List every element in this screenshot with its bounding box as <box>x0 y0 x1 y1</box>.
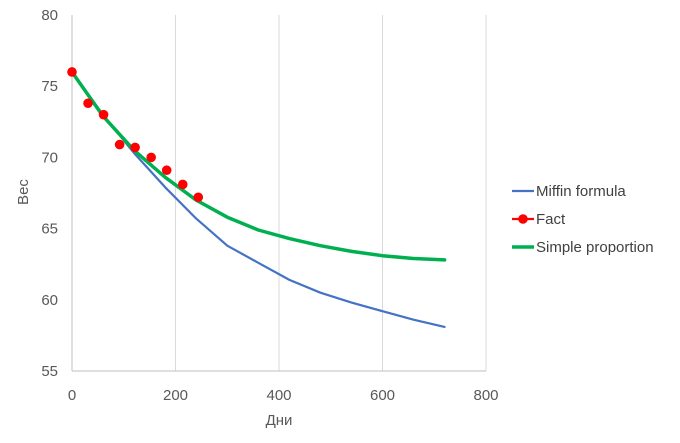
legend-label-simple-proportion: Simple proportion <box>536 239 654 256</box>
data-point-fact <box>98 109 109 120</box>
y-tick-label: 60 <box>41 292 58 309</box>
data-point-fact <box>193 192 204 203</box>
legend-label-miffin-formula: Miffin formula <box>536 183 626 200</box>
y-tick-labels: 55 60 65 70 75 80 <box>41 7 58 380</box>
legend: Miffin formula Fact Simple proportion <box>512 183 654 256</box>
legend-label-fact: Fact <box>536 211 566 228</box>
x-tick-labels: 0 200 400 600 800 <box>68 387 499 404</box>
data-point-fact <box>83 98 93 109</box>
y-tick-label: 70 <box>41 149 58 166</box>
gridlines <box>175 15 487 371</box>
x-tick-label: 600 <box>370 387 395 404</box>
x-tick-label: 400 <box>266 387 291 404</box>
data-point-fact <box>177 179 188 190</box>
data-point-fact <box>146 152 156 163</box>
y-tick-label: 80 <box>41 7 58 24</box>
y-tick-label: 65 <box>41 221 58 238</box>
y-axis-title: Вес <box>15 179 32 205</box>
legend-swatch-fact <box>518 214 528 224</box>
y-tick-label: 55 <box>41 363 58 380</box>
x-tick-label: 200 <box>163 387 188 404</box>
x-tick-label: 0 <box>68 387 76 404</box>
data-point-fact <box>67 67 77 77</box>
series-line-simple-proportion <box>70 70 447 262</box>
y-tick-label: 75 <box>41 78 58 95</box>
data-point-fact <box>114 139 125 150</box>
x-tick-label: 800 <box>473 387 498 404</box>
data-point-fact <box>161 165 172 176</box>
x-axis-title: Дни <box>266 412 293 429</box>
data-point-fact <box>130 142 140 153</box>
series-line-miffin-formula <box>70 70 446 328</box>
plot-series <box>67 67 447 328</box>
